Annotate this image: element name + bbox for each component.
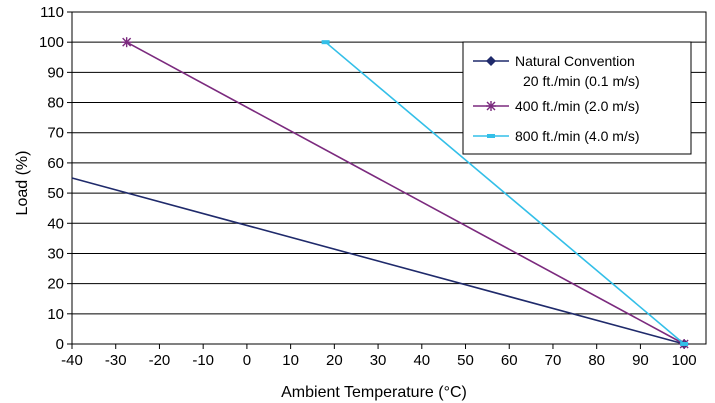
x-tick-label: -20 — [149, 352, 171, 369]
y-axis-ticks: 0 10 20 30 40 50 60 70 80 90 100 110 — [39, 4, 72, 353]
x-axis-title: Ambient Temperature (°C) — [281, 384, 467, 401]
legend-label: Natural Convention — [515, 53, 635, 69]
y-tick-label: 100 — [39, 34, 64, 51]
x-tick-label: 70 — [545, 352, 562, 369]
series-line — [126, 41, 685, 345]
legend-item-2: 400 ft./min (2.0 m/s) — [473, 98, 639, 114]
y-tick-label: 50 — [47, 185, 64, 202]
y-tick-label: 40 — [47, 215, 64, 232]
y-tick-label: 10 — [47, 306, 64, 323]
y-tick-label: 60 — [47, 155, 64, 172]
asterisk-marker — [486, 101, 496, 111]
x-tick-label: -40 — [61, 352, 83, 369]
legend-label-line2: 20 ft./min (0.1 m/s) — [523, 73, 640, 89]
x-tick-label: 20 — [326, 352, 343, 369]
y-tick-label: 80 — [47, 95, 64, 112]
y-tick-label: 110 — [40, 4, 64, 21]
y-tick-label: 30 — [47, 245, 64, 262]
legend-item-3: 800 ft./min (4.0 m/s) — [473, 128, 639, 144]
x-tick-label: 50 — [457, 352, 474, 369]
y-tick-label: 70 — [47, 125, 64, 142]
dash-marker — [321, 40, 330, 45]
series-line — [325, 41, 685, 345]
series-1 — [71, 177, 690, 349]
x-tick-label: 30 — [370, 352, 387, 369]
legend-item-1: Natural Convention 20 ft./min (0.1 m/s) — [473, 53, 640, 89]
x-tick-label: 40 — [413, 352, 430, 369]
legend-label: 800 ft./min (4.0 m/s) — [515, 128, 639, 144]
x-tick-label: -10 — [192, 352, 214, 369]
diamond-marker — [486, 56, 496, 66]
y-axis-title: Load (%) — [14, 151, 31, 216]
dash-marker — [487, 134, 495, 138]
series-line — [71, 177, 685, 345]
x-tick-label: 10 — [282, 352, 299, 369]
y-tick-label: 90 — [47, 64, 64, 81]
asterisk-marker — [121, 37, 132, 48]
x-tick-label: 80 — [588, 352, 605, 369]
x-tick-label: 60 — [501, 352, 518, 369]
x-tick-label: -30 — [105, 352, 127, 369]
legend: Natural Convention 20 ft./min (0.1 m/s) 40… — [462, 41, 692, 155]
x-axis-ticks: -40 -30 -20 -10 0 10 20 30 40 50 60 70 80 90 100 — [61, 344, 697, 369]
x-tick-label: 90 — [632, 352, 649, 369]
legend-label: 400 ft./min (2.0 m/s) — [515, 98, 639, 114]
x-tick-label: 100 — [672, 352, 697, 369]
y-tick-label: 0 — [56, 336, 64, 353]
series-3 — [321, 40, 689, 346]
x-tick-label: 0 — [243, 352, 251, 369]
y-tick-label: 20 — [47, 276, 64, 293]
dash-marker — [680, 342, 689, 346]
series — [71, 37, 690, 349]
